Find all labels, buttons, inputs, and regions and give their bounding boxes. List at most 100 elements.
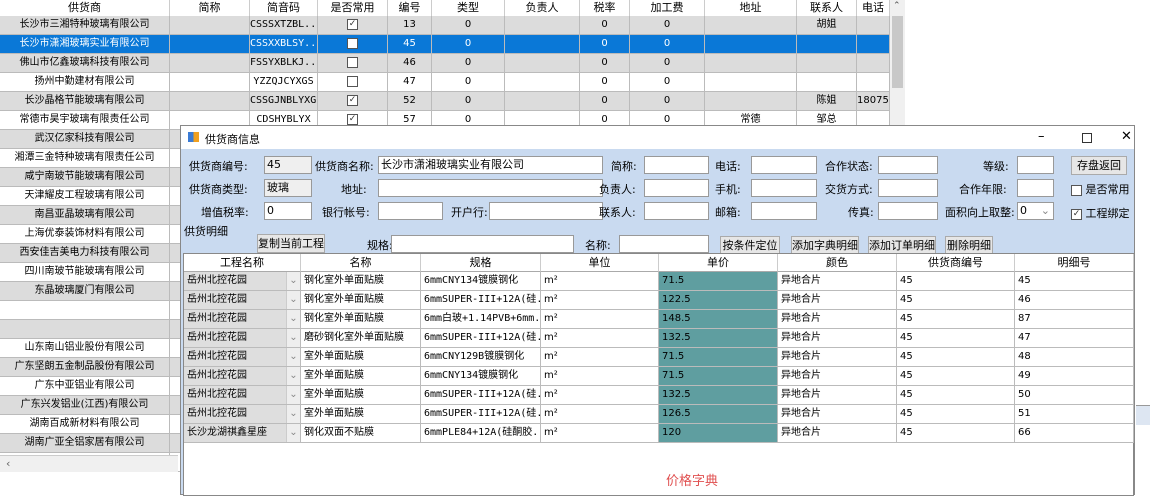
table-cell[interactable]: 122.5: [659, 291, 778, 310]
bind-checkbox[interactable]: ✓ 工程绑定: [1071, 205, 1130, 221]
table-row[interactable]: 岳州北控花园 ⌄ 室外单面贴膜 6mmCNY134镀膜钢化 m² 71.5 异地合片 45 49: [184, 367, 1134, 386]
column-header[interactable]: 明细号: [1015, 254, 1134, 272]
table-cell[interactable]: 132.5: [659, 329, 778, 348]
table-cell[interactable]: 异地合片: [778, 386, 897, 405]
checkbox-icon[interactable]: [1071, 184, 1082, 196]
scroll-left-icon[interactable]: ‹: [6, 457, 11, 470]
minimize-icon[interactable]: –: [1038, 129, 1045, 144]
table-cell[interactable]: 磨砂钢化室外单面贴膜: [301, 329, 421, 348]
address-field[interactable]: [378, 179, 603, 197]
column-header[interactable]: 规格: [421, 254, 541, 272]
email-field[interactable]: [751, 202, 817, 220]
table-cell[interactable]: m²: [541, 272, 659, 291]
table-row[interactable]: 岳州北控花园 ⌄室外单面贴膜6mmSUPER-III+12A(硅...m²126.…: [184, 405, 1134, 424]
chevron-down-icon[interactable]: ⌄: [286, 367, 300, 385]
checkbox-icon[interactable]: ✓: [347, 94, 358, 106]
contact-field[interactable]: [644, 202, 709, 220]
table-row[interactable]: 岳州北控花园 ⌄室外单面贴膜6mmSUPER-III+12A(硅...m²132.…: [184, 386, 1134, 405]
bank-field[interactable]: [489, 202, 603, 220]
table-cell[interactable]: 45: [897, 310, 1015, 329]
checkbox-icon[interactable]: [347, 75, 358, 87]
column-header[interactable]: 地址: [705, 0, 797, 16]
column-header[interactable]: 简称: [170, 0, 250, 16]
supplier-no-field[interactable]: 45: [264, 156, 312, 174]
project-combo[interactable]: 岳州北控花园 ⌄: [184, 310, 301, 329]
table-cell[interactable]: 异地合片: [778, 329, 897, 348]
table-cell[interactable]: 钢化室外单面贴膜: [301, 310, 421, 329]
project-combo[interactable]: 岳州北控花园 ⌄: [184, 405, 301, 424]
table-cell[interactable]: 48: [1015, 348, 1134, 367]
table-row[interactable]: 长沙龙湖祺鑫星座 ⌄ 钢化双面不贴膜 6mmPLE84+12A(硅酮胶... m² 120…: [184, 424, 1134, 443]
table-cell[interactable]: 异地合片: [778, 405, 897, 424]
column-header[interactable]: 供货商: [0, 0, 170, 16]
project-combo[interactable]: 岳州北控花园 ⌄: [184, 272, 301, 291]
delivery-field[interactable]: [878, 179, 938, 197]
project-combo[interactable]: 岳州北控花园 ⌄: [184, 348, 301, 367]
table-cell[interactable]: 室外单面贴膜: [301, 348, 421, 367]
table-cell[interactable]: m²: [541, 367, 659, 386]
table-cell[interactable]: 148.5: [659, 310, 778, 329]
column-header[interactable]: 颜色: [778, 254, 897, 272]
chevron-down-icon[interactable]: ⌄: [286, 272, 300, 290]
table-cell[interactable]: 46: [1015, 291, 1134, 310]
abbr-field[interactable]: [644, 156, 709, 174]
table-cell[interactable]: 6mmPLE84+12A(硅酮胶...: [421, 424, 541, 443]
chevron-down-icon[interactable]: ⌄: [286, 386, 300, 404]
checkbox-icon[interactable]: [347, 37, 358, 49]
level-field[interactable]: [1017, 156, 1054, 174]
owner-field[interactable]: [644, 179, 709, 197]
table-cell[interactable]: 71.5: [659, 272, 778, 291]
column-header[interactable]: 单位: [541, 254, 659, 272]
table-cell[interactable]: m²: [541, 329, 659, 348]
phone-field[interactable]: [751, 156, 817, 174]
chevron-down-icon[interactable]: ⌄: [286, 348, 300, 366]
table-cell[interactable]: 钢化室外单面贴膜: [301, 272, 421, 291]
table-cell[interactable]: 87: [1015, 310, 1134, 329]
column-header[interactable]: 联系人: [797, 0, 857, 16]
table-row[interactable]: 岳州北控花园 ⌄磨砂钢化室外单面贴膜6mmSUPER-III+12A(硅...m²…: [184, 329, 1134, 348]
column-header[interactable]: 负责人: [505, 0, 580, 16]
close-icon[interactable]: ✕: [1121, 129, 1132, 144]
column-header[interactable]: 电话: [857, 0, 890, 16]
table-cell[interactable]: m²: [541, 348, 659, 367]
chevron-down-icon[interactable]: ⌄: [286, 329, 300, 347]
fax-field[interactable]: [878, 202, 938, 220]
table-row[interactable]: 岳州北控花园 ⌄ 钢化室外单面贴膜 6mm白玻+1.14PVB+6mm... m² 148…: [184, 310, 1134, 329]
table-row[interactable]: 长沙市三湘特种玻璃有限公司 CSSSXTZBL... ✓ 13 0 0 0 胡姐: [0, 16, 890, 35]
table-cell[interactable]: 室外单面贴膜: [301, 405, 421, 424]
table-cell[interactable]: 室外单面贴膜: [301, 386, 421, 405]
column-header[interactable]: 供货商编号: [897, 254, 1015, 272]
common-checkbox[interactable]: 是否常用: [1071, 181, 1130, 197]
table-cell[interactable]: 49: [1015, 367, 1134, 386]
copy-project-button[interactable]: 复制当前工程: [257, 234, 325, 253]
table-cell[interactable]: 45: [1015, 272, 1134, 291]
table-cell[interactable]: 66: [1015, 424, 1134, 443]
column-header[interactable]: 名称: [301, 254, 421, 272]
table-cell[interactable]: 50: [1015, 386, 1134, 405]
table-cell[interactable]: 异地合片: [778, 272, 897, 291]
table-row[interactable]: 佛山市亿鑫玻璃科技有限公司 FSSYXBLKJ... 46 0 0 0: [0, 54, 890, 73]
table-cell[interactable]: m²: [541, 291, 659, 310]
column-header[interactable]: 类型: [432, 0, 505, 16]
scroll-up-icon[interactable]: ⌃: [893, 1, 901, 11]
table-cell[interactable]: 45: [897, 291, 1015, 310]
mobile-field[interactable]: [751, 179, 817, 197]
project-combo[interactable]: 岳州北控花园 ⌄: [184, 291, 301, 310]
save-return-button[interactable]: 存盘返回: [1071, 156, 1127, 175]
supplier-name-field[interactable]: 长沙市潇湘玻璃实业有限公司: [378, 156, 603, 174]
chevron-down-icon[interactable]: ⌄: [286, 405, 300, 423]
table-cell[interactable]: m²: [541, 405, 659, 424]
table-cell[interactable]: 室外单面贴膜: [301, 367, 421, 386]
table-row[interactable]: 长沙市潇湘玻璃实业有限公司 CSSXXBLSY... 45 0 0 0: [0, 35, 890, 54]
table-row[interactable]: 扬州中勤建材有限公司 YZZQJCYXGS 47 0 0 0: [0, 73, 890, 92]
table-cell[interactable]: 6mmSUPER-III+12A(硅...: [421, 329, 541, 348]
add-dict-detail-button[interactable]: 添加字典明细: [791, 236, 859, 255]
bank-account-field[interactable]: [378, 202, 443, 220]
project-combo[interactable]: 岳州北控花园 ⌄: [184, 386, 301, 405]
table-cell[interactable]: 6mmSUPER-III+12A(硅...: [421, 405, 541, 424]
table-row[interactable]: 岳州北控花园 ⌄钢化室外单面贴膜6mmSUPER-III+12A(硅...m²12…: [184, 291, 1134, 310]
table-cell[interactable]: 45: [897, 386, 1015, 405]
table-cell[interactable]: 6mmCNY129B镀膜钢化: [421, 348, 541, 367]
table-cell[interactable]: 6mmSUPER-III+12A(硅...: [421, 291, 541, 310]
table-cell[interactable]: 47: [1015, 329, 1134, 348]
